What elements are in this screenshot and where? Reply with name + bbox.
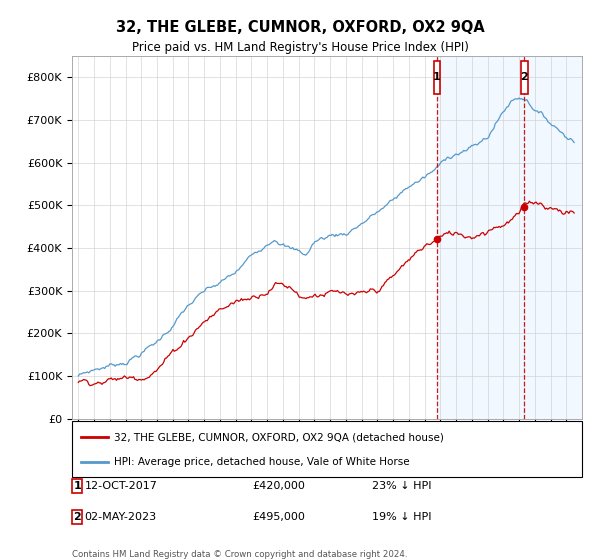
- FancyBboxPatch shape: [521, 61, 527, 94]
- Text: HPI: Average price, detached house, Vale of White Horse: HPI: Average price, detached house, Vale…: [114, 457, 410, 467]
- Text: 1: 1: [433, 72, 441, 82]
- Bar: [437, 56, 524, 419]
- FancyBboxPatch shape: [434, 61, 440, 94]
- Text: Price paid vs. HM Land Registry's House Price Index (HPI): Price paid vs. HM Land Registry's House …: [131, 41, 469, 54]
- Text: 12-OCT-2017: 12-OCT-2017: [85, 481, 158, 491]
- Text: 19% ↓ HPI: 19% ↓ HPI: [372, 512, 431, 522]
- Text: £420,000: £420,000: [252, 481, 305, 491]
- Text: 02-MAY-2023: 02-MAY-2023: [85, 512, 157, 522]
- Text: 2: 2: [73, 512, 81, 522]
- Text: 32, THE GLEBE, CUMNOR, OXFORD, OX2 9QA (detached house): 32, THE GLEBE, CUMNOR, OXFORD, OX2 9QA (…: [114, 432, 444, 442]
- Text: 1: 1: [73, 481, 81, 491]
- Text: 2: 2: [520, 72, 528, 82]
- Text: £495,000: £495,000: [252, 512, 305, 522]
- Text: Contains HM Land Registry data © Crown copyright and database right 2024.
This d: Contains HM Land Registry data © Crown c…: [72, 550, 407, 560]
- Bar: [524, 56, 582, 419]
- Text: 23% ↓ HPI: 23% ↓ HPI: [372, 481, 431, 491]
- Text: 32, THE GLEBE, CUMNOR, OXFORD, OX2 9QA: 32, THE GLEBE, CUMNOR, OXFORD, OX2 9QA: [116, 21, 484, 35]
